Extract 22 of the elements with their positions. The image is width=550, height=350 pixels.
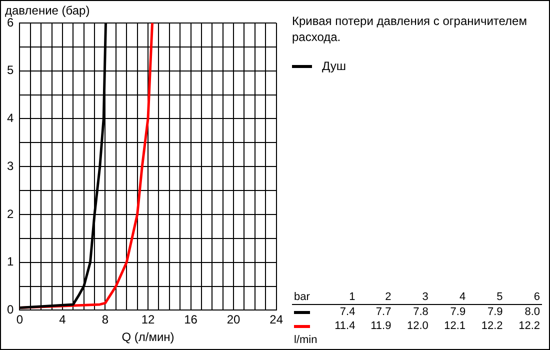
y-tick-label: 1 — [6, 254, 14, 269]
x-axis-title: Q (л/мин) — [122, 330, 174, 344]
y-tick-label: 3 — [6, 158, 14, 173]
y-tick-label: 6 — [6, 15, 14, 30]
y-axis-title: давление (бар) — [5, 3, 90, 18]
x-tick-label: 20 — [226, 312, 241, 327]
text: l/min — [293, 333, 318, 347]
text: 11.4 11.9 12.0 12.1 12.2 12.2 — [334, 320, 540, 332]
x-tick-label: 24 — [270, 312, 284, 327]
x-tick-label: 0 — [16, 312, 24, 327]
y-tick-label: 2 — [6, 206, 14, 221]
legend-label: Душ — [322, 59, 346, 73]
x-tick-label: 16 — [184, 312, 198, 327]
text: 7.4 7.7 7.8 7.9 7.9 8.0 — [340, 306, 540, 318]
y-tick-label: 5 — [6, 63, 14, 78]
y-tick-label: 4 — [6, 111, 14, 126]
x-tick-label: 12 — [141, 312, 155, 327]
y-tick-label: 0 — [6, 302, 14, 317]
x-tick-label: 4 — [59, 312, 66, 327]
text: bar 1 2 3 4 5 6 — [294, 291, 540, 303]
x-tick-label: 8 — [102, 312, 109, 327]
text: Кривая потери давления с ограничителем расхода. — [292, 13, 528, 45]
